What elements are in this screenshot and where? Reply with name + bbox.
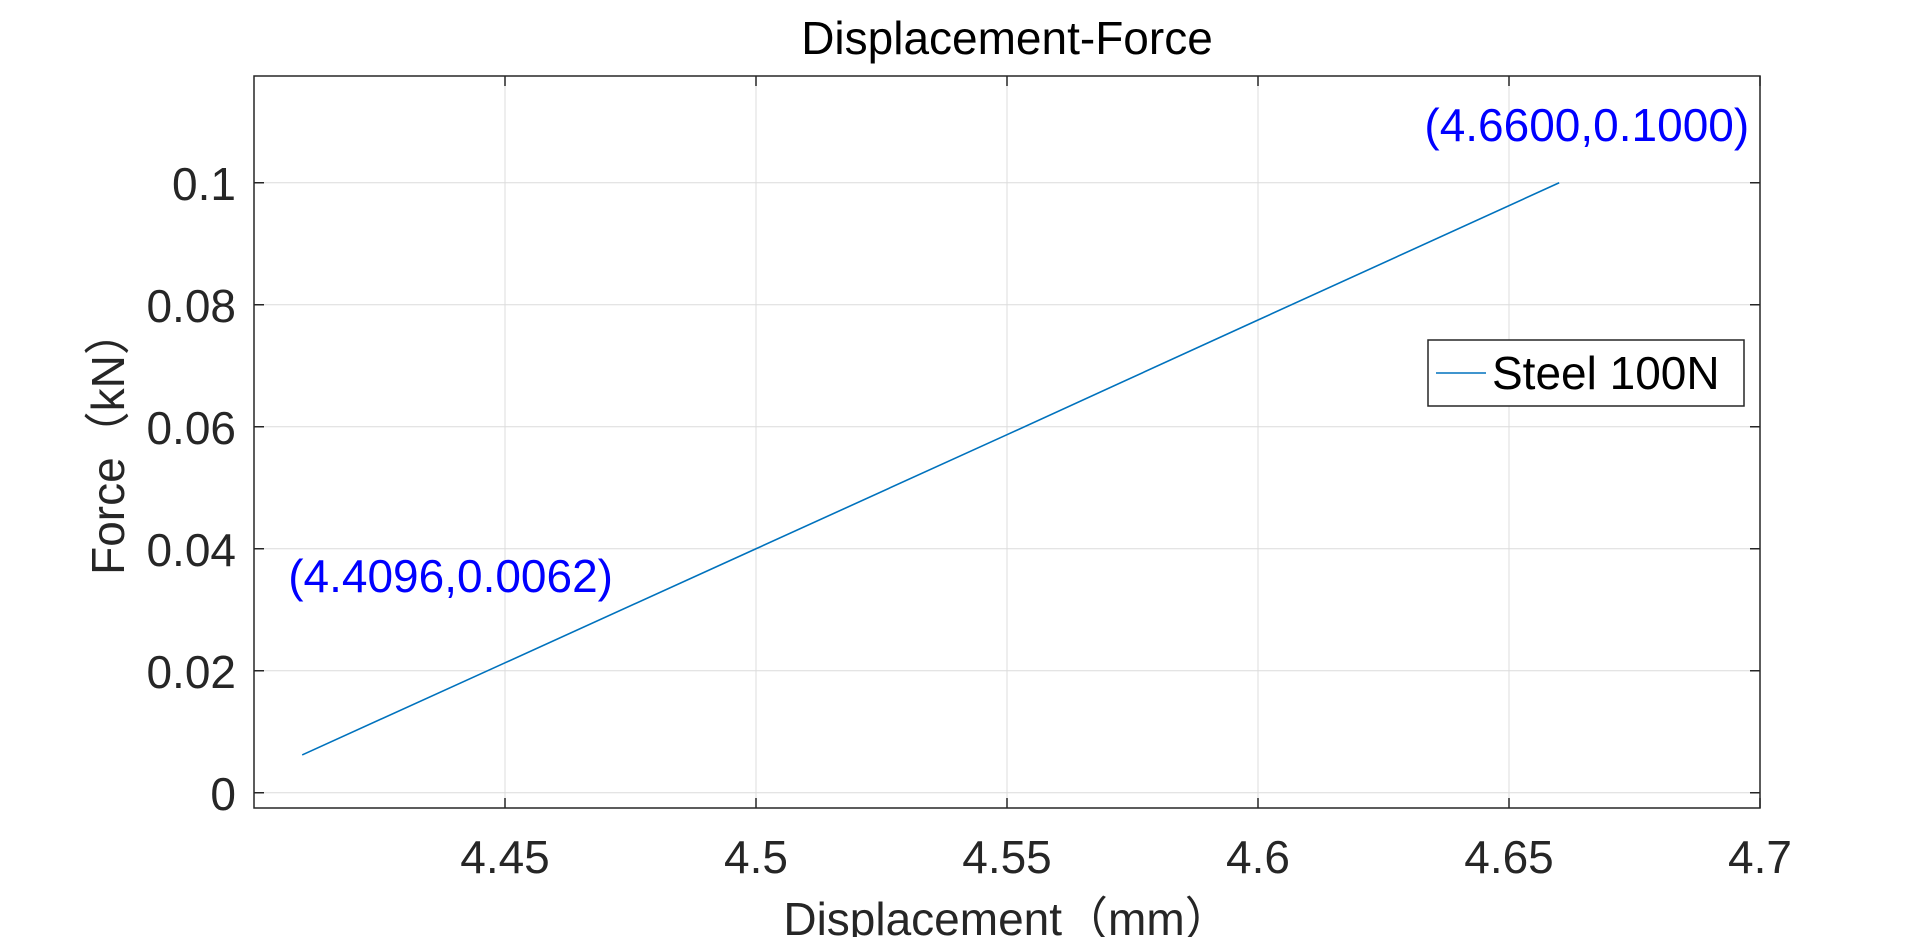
y-axis-title: Force（kN） bbox=[82, 309, 134, 575]
y-tick-label: 0.1 bbox=[172, 158, 236, 210]
y-tick-label: 0.08 bbox=[146, 280, 236, 332]
legend: Steel 100N bbox=[1427, 339, 1745, 407]
y-tick-label: 0 bbox=[210, 768, 236, 820]
x-tick-label: 4.55 bbox=[962, 831, 1052, 883]
x-tick-label: 4.7 bbox=[1728, 831, 1792, 883]
series-line-0 bbox=[301, 182, 1560, 756]
y-tick-label: 0.06 bbox=[146, 402, 236, 454]
annotations: (4.4096,0.0062) (4.6600,0.1000) bbox=[288, 99, 1749, 602]
annotation-start-point: (4.4096,0.0062) bbox=[288, 550, 613, 602]
x-tick-label: 4.5 bbox=[724, 831, 788, 883]
tick-labels: 4.45 4.5 4.55 4.6 4.65 4.7 0 0.02 0.04 0.06 0.08 0.… bbox=[146, 158, 1792, 883]
grid-lines bbox=[254, 76, 1761, 808]
y-tick-label: 0.02 bbox=[146, 646, 236, 698]
annotation-end-point: (4.6600,0.1000) bbox=[1424, 99, 1749, 151]
chart-title: Displacement-Force bbox=[801, 12, 1213, 64]
axis-ticks bbox=[254, 76, 1761, 808]
x-tick-label: 4.65 bbox=[1464, 831, 1554, 883]
y-tick-label: 0.04 bbox=[146, 524, 236, 576]
x-tick-label: 4.45 bbox=[460, 831, 550, 883]
series-layer bbox=[301, 182, 1560, 756]
legend-label: Steel 100N bbox=[1492, 347, 1720, 399]
x-tick-label: 4.6 bbox=[1226, 831, 1290, 883]
plot-frame bbox=[253, 75, 1761, 809]
x-axis-title: Displacement（mm） bbox=[783, 893, 1230, 937]
